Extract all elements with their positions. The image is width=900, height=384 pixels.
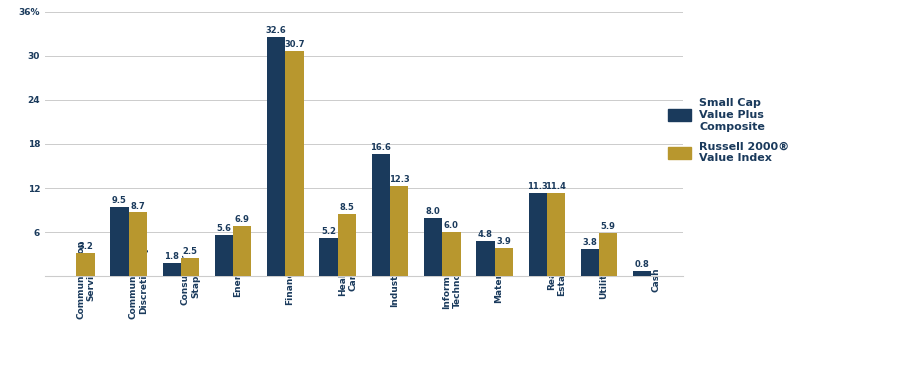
Text: 3.9: 3.9 xyxy=(496,237,511,246)
Bar xyxy=(267,36,285,276)
Bar xyxy=(285,51,303,276)
Bar xyxy=(528,193,547,276)
Bar xyxy=(424,218,442,276)
Text: 6.9: 6.9 xyxy=(235,215,250,224)
Text: 2.5: 2.5 xyxy=(183,247,198,256)
Bar xyxy=(372,154,390,276)
Text: 8.7: 8.7 xyxy=(130,202,145,210)
Bar xyxy=(599,233,617,276)
Text: 8.0: 8.0 xyxy=(426,207,440,216)
Legend: Small Cap
Value Plus
Composite, Russell 2000®
Value Index: Small Cap Value Plus Composite, Russell … xyxy=(669,98,789,163)
Bar xyxy=(163,263,181,276)
Bar xyxy=(390,186,409,276)
Text: 5.6: 5.6 xyxy=(217,224,231,233)
Text: 16.6: 16.6 xyxy=(371,144,392,152)
Bar xyxy=(442,232,461,276)
Bar xyxy=(233,226,251,276)
Bar xyxy=(580,248,599,276)
Text: 5.2: 5.2 xyxy=(321,227,336,237)
Bar xyxy=(633,271,652,276)
Bar xyxy=(181,258,199,276)
Bar xyxy=(111,207,129,276)
Text: 1.8: 1.8 xyxy=(165,252,179,262)
Bar xyxy=(547,192,565,276)
Text: 3.8: 3.8 xyxy=(582,238,598,247)
Text: 0.8: 0.8 xyxy=(634,260,650,269)
Bar xyxy=(338,214,356,276)
Text: 5.9: 5.9 xyxy=(601,222,616,231)
Text: 12.3: 12.3 xyxy=(389,175,410,184)
Text: 30.7: 30.7 xyxy=(284,40,305,49)
Text: 32.6: 32.6 xyxy=(266,26,287,35)
Text: 9.5: 9.5 xyxy=(112,196,127,205)
Text: 11.4: 11.4 xyxy=(545,182,566,191)
Bar xyxy=(494,248,513,276)
Bar xyxy=(76,253,94,276)
Text: 6.0: 6.0 xyxy=(444,222,459,230)
Text: 11.3: 11.3 xyxy=(527,182,548,192)
Bar xyxy=(320,238,338,276)
Bar xyxy=(476,241,494,276)
Bar xyxy=(129,212,147,276)
Text: 3.2: 3.2 xyxy=(78,242,93,251)
Text: 8.5: 8.5 xyxy=(339,203,355,212)
Text: 4.8: 4.8 xyxy=(478,230,493,239)
Bar xyxy=(215,235,233,276)
